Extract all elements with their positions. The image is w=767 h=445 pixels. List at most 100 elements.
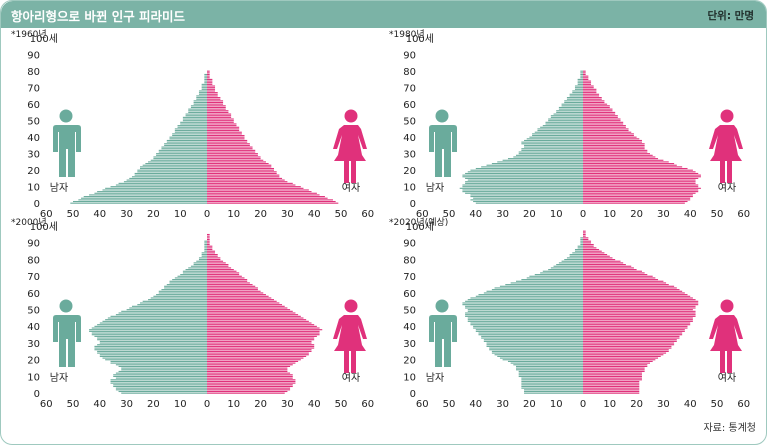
female-bar xyxy=(207,194,320,196)
male-bar xyxy=(478,294,583,296)
female-bar xyxy=(207,111,229,113)
male-bar xyxy=(142,300,207,302)
male-bar xyxy=(196,260,207,262)
male-bar xyxy=(540,126,583,128)
y-tick-label: 20 xyxy=(403,356,416,367)
female-bar xyxy=(583,304,699,306)
female-bar xyxy=(207,299,274,301)
female-bar xyxy=(583,285,675,287)
female-bar xyxy=(207,364,293,366)
female-bar xyxy=(583,121,624,123)
male-bar xyxy=(110,360,207,362)
male-bar xyxy=(521,279,583,281)
female-bar xyxy=(207,237,210,239)
male-bar xyxy=(545,121,583,123)
female-bar xyxy=(583,139,642,142)
male-bar xyxy=(470,196,583,198)
female-bar xyxy=(583,255,610,257)
female-bar xyxy=(207,362,296,364)
male-bar xyxy=(465,182,583,184)
male-bar xyxy=(577,82,583,84)
male-bar xyxy=(521,377,583,379)
male-bar xyxy=(580,242,583,244)
female-bar xyxy=(207,184,296,186)
male-bar xyxy=(564,101,583,104)
male-bar xyxy=(156,153,207,155)
female-bar xyxy=(207,335,317,337)
female-bar xyxy=(583,146,645,148)
male-bar xyxy=(177,125,207,127)
female-bar xyxy=(207,270,237,272)
male-bar xyxy=(465,181,583,183)
female-bar xyxy=(583,83,592,85)
female-bar xyxy=(207,277,245,279)
male-bar xyxy=(166,139,207,142)
x-tick-label: 60 xyxy=(416,399,429,410)
female-bar xyxy=(207,176,280,178)
female-bar xyxy=(207,121,234,123)
male-bar xyxy=(196,97,207,99)
y-tick-label: 40 xyxy=(27,133,40,144)
male-bar xyxy=(534,131,583,133)
female-bar xyxy=(583,279,659,281)
male-bar xyxy=(73,200,207,203)
male-person-icon xyxy=(429,109,457,177)
male-bar xyxy=(510,282,583,284)
y-tick-label: 10 xyxy=(27,372,40,383)
male-bar xyxy=(110,382,207,384)
male-bar xyxy=(190,105,207,107)
female-bar xyxy=(207,287,258,289)
male-bar xyxy=(558,106,583,109)
female-bar xyxy=(207,259,221,261)
female-bar xyxy=(207,179,285,181)
female-bar xyxy=(583,265,632,267)
x-tick-label: 40 xyxy=(93,209,106,220)
male-bar xyxy=(574,87,583,89)
female-bar xyxy=(207,72,210,74)
male-bar xyxy=(166,284,207,286)
female-bar xyxy=(583,87,594,89)
male-bar xyxy=(161,289,207,291)
female-bar xyxy=(583,310,696,312)
x-tick-label: 20 xyxy=(630,209,643,220)
female-bar xyxy=(583,330,685,332)
female-bar xyxy=(583,267,634,269)
male-bar xyxy=(569,93,583,95)
male-bar xyxy=(574,248,583,251)
male-bar xyxy=(467,299,583,301)
female-bar xyxy=(207,110,229,112)
male-bar xyxy=(185,113,207,115)
female-bar xyxy=(583,131,632,133)
male-bar xyxy=(462,304,583,306)
male-bar xyxy=(164,144,207,146)
male-bar xyxy=(494,287,583,289)
female-bar xyxy=(207,252,216,254)
male-label: 남자 xyxy=(426,372,444,384)
x-tick-label: 50 xyxy=(443,399,456,410)
female-bar xyxy=(583,374,642,376)
female-bar xyxy=(583,294,688,296)
male-bar xyxy=(126,309,207,311)
female-bar xyxy=(207,240,210,242)
female-person-icon xyxy=(709,109,743,183)
female-bar xyxy=(583,277,656,279)
male-bar xyxy=(473,325,583,327)
y-tick-label: 30 xyxy=(403,150,416,161)
male-bar xyxy=(188,110,207,112)
female-bar xyxy=(583,186,699,188)
female-bar xyxy=(207,139,248,142)
male-bar xyxy=(204,243,207,246)
male-bar xyxy=(518,370,583,373)
male-label: 남자 xyxy=(50,182,68,194)
female-bar xyxy=(207,167,274,170)
male-bar xyxy=(499,357,583,359)
female-bar xyxy=(207,123,237,125)
x-tick-label: 10 xyxy=(603,209,616,220)
female-bar xyxy=(583,274,648,276)
female-bar xyxy=(583,280,664,282)
male-bar xyxy=(548,269,583,271)
male-bar xyxy=(577,80,583,82)
female-bar xyxy=(583,387,640,389)
male-bar xyxy=(126,179,207,181)
male-bar xyxy=(201,83,207,85)
